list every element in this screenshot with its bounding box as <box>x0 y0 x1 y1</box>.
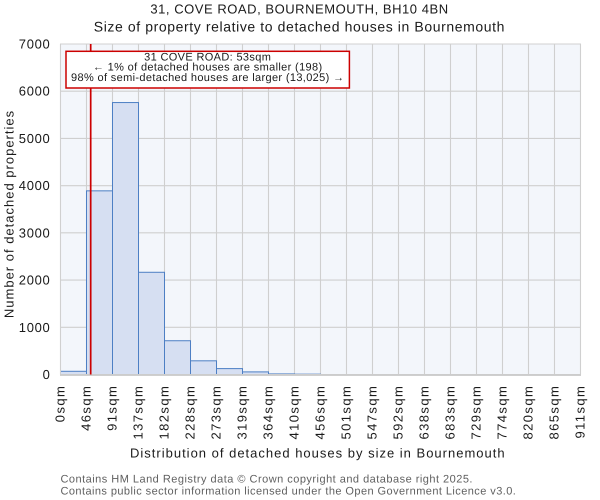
svg-text:911sqm: 911sqm <box>573 385 588 439</box>
svg-text:Number of detached properties: Number of detached properties <box>2 110 17 318</box>
svg-text:1000: 1000 <box>19 320 51 335</box>
svg-text:547sqm: 547sqm <box>365 385 380 440</box>
svg-text:Contains HM Land Registry data: Contains HM Land Registry data © Crown c… <box>61 473 473 485</box>
svg-text:273sqm: 273sqm <box>209 385 224 440</box>
svg-text:638sqm: 638sqm <box>417 385 432 440</box>
svg-text:865sqm: 865sqm <box>547 385 562 440</box>
svg-text:98% of semi-detached houses ar: 98% of semi-detached houses are larger (… <box>71 72 344 84</box>
svg-text:Size of property relative to d: Size of property relative to detached ho… <box>94 18 505 34</box>
svg-text:228sqm: 228sqm <box>183 385 198 440</box>
svg-text:0sqm: 0sqm <box>53 385 68 422</box>
svg-text:6000: 6000 <box>19 84 51 99</box>
svg-text:182sqm: 182sqm <box>157 385 172 440</box>
svg-text:456sqm: 456sqm <box>313 385 328 440</box>
svg-text:91sqm: 91sqm <box>105 385 120 431</box>
svg-text:729sqm: 729sqm <box>469 385 484 440</box>
svg-text:2000: 2000 <box>19 273 51 288</box>
svg-text:501sqm: 501sqm <box>339 385 354 440</box>
svg-text:319sqm: 319sqm <box>235 385 250 440</box>
svg-text:7000: 7000 <box>19 37 51 52</box>
svg-text:Contains public sector informa: Contains public sector information licen… <box>61 485 517 497</box>
svg-text:683sqm: 683sqm <box>443 385 458 440</box>
svg-text:774sqm: 774sqm <box>495 385 510 440</box>
svg-text:Distribution of detached house: Distribution of detached houses by size … <box>130 446 506 461</box>
svg-text:820sqm: 820sqm <box>521 385 536 440</box>
svg-text:5000: 5000 <box>19 131 51 146</box>
svg-text:31, COVE ROAD, BOURNEMOUTH, BH: 31, COVE ROAD, BOURNEMOUTH, BH10 4BN <box>150 2 448 17</box>
svg-text:364sqm: 364sqm <box>261 385 276 440</box>
svg-text:592sqm: 592sqm <box>391 385 406 440</box>
svg-text:46sqm: 46sqm <box>79 385 94 431</box>
svg-text:31 COVE ROAD: 53sqm: 31 COVE ROAD: 53sqm <box>144 51 271 63</box>
svg-text:3000: 3000 <box>19 225 51 240</box>
svg-text:410sqm: 410sqm <box>287 385 302 440</box>
svg-text:4000: 4000 <box>19 178 51 193</box>
svg-text:137sqm: 137sqm <box>131 385 146 440</box>
svg-text:0: 0 <box>43 367 51 382</box>
svg-text:← 1% of detached houses are sm: ← 1% of detached houses are smaller (198… <box>93 62 323 74</box>
